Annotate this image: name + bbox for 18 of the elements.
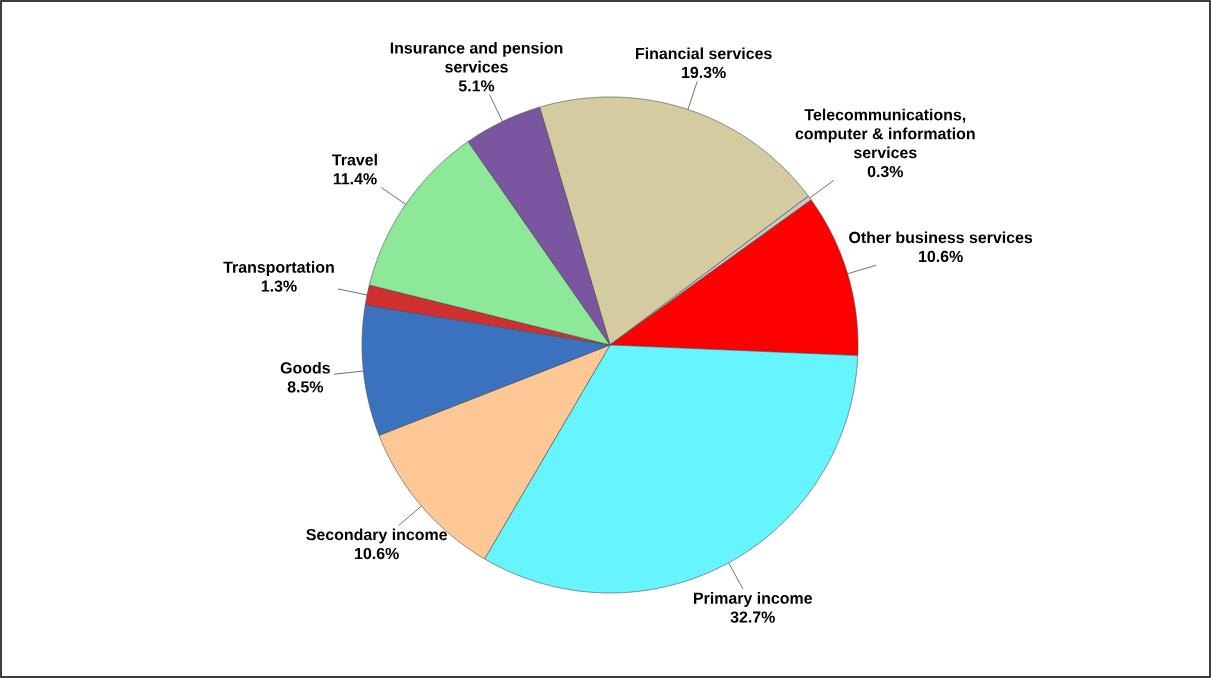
data-label: 11.4% — [333, 173, 377, 185]
slice-label: Transportation — [223, 261, 334, 276]
slice-label: Insurance and pension services — [390, 41, 563, 73]
data-label: 5.1% — [458, 80, 495, 92]
data-label: 19.3% — [682, 66, 726, 79]
data-label: 1.3% — [261, 280, 297, 292]
slice-label: Telecommunications, computer & information services — [795, 108, 975, 159]
data-label: 8.5% — [287, 381, 324, 393]
slice-label: Travel — [332, 153, 377, 166]
data-label: 10.6% — [355, 547, 399, 560]
slice-label: Other business services — [849, 231, 1033, 244]
slice-label: Secondary income — [306, 528, 447, 544]
slice-label: Primary income — [694, 592, 812, 607]
slice-label: Financial services — [636, 47, 772, 60]
data-label: 10.6% — [919, 250, 963, 263]
data-label: 0.3% — [867, 165, 904, 178]
data-label: 32.7% — [730, 611, 775, 623]
slice-label: Goods — [280, 361, 330, 374]
